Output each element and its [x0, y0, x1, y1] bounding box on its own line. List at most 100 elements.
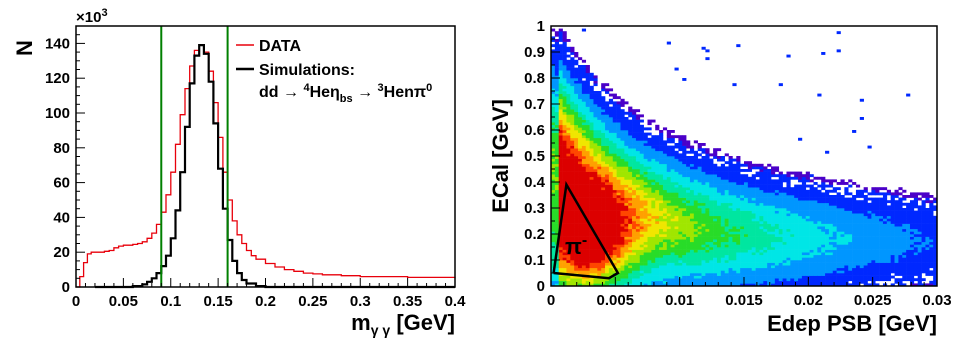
heatmap-cell — [832, 265, 837, 269]
heatmap-cell — [620, 244, 625, 248]
heatmap-cell — [844, 192, 849, 196]
heatmap-cell — [620, 283, 625, 287]
heatmap-cell — [701, 221, 706, 224]
heatmap-cell — [593, 176, 598, 180]
heatmap-cell — [840, 280, 845, 284]
heatmap-cell — [701, 215, 706, 219]
heatmap-cell — [632, 280, 637, 284]
heatmap-cell — [605, 273, 610, 276]
heatmap-cell — [612, 171, 617, 175]
heatmap-cell — [805, 195, 810, 198]
heatmap-cell — [670, 166, 675, 170]
heatmap-cell — [570, 70, 575, 74]
heatmap-cell — [666, 169, 671, 172]
heatmap-cell — [755, 213, 760, 217]
heatmap-cell — [724, 218, 729, 222]
heatmap-cell — [832, 187, 837, 191]
heatmap-cell — [886, 189, 891, 193]
heatmap-cell — [558, 244, 563, 248]
heatmap-cell — [744, 218, 749, 222]
heatmap-cell — [616, 96, 621, 100]
heatmap-cell — [689, 169, 695, 172]
heatmap-cell — [798, 257, 803, 261]
heatmap-cell — [713, 228, 718, 232]
heatmap-cell — [732, 221, 737, 224]
heatmap-cell — [616, 244, 621, 248]
heatmap-cell — [558, 231, 563, 235]
heatmap-cell — [632, 234, 637, 237]
reaction-part: → — [353, 84, 378, 101]
heatmap-cell — [705, 228, 710, 232]
heatmap-cell — [551, 223, 556, 227]
heatmap-cell — [867, 247, 872, 250]
heatmap-cell — [608, 158, 614, 162]
heatmap-cell — [763, 262, 768, 266]
heatmap-cell — [670, 275, 675, 279]
heatmap-cell — [678, 166, 683, 170]
heatmap-cell — [751, 275, 756, 279]
heatmap-cell — [875, 202, 880, 206]
heatmap-cell — [763, 208, 768, 211]
heatmap-cell — [620, 148, 625, 152]
heatmap-cell — [809, 249, 814, 253]
heatmap-cell — [589, 101, 594, 105]
heatmap-cell — [659, 195, 664, 198]
heatmap-cell — [674, 215, 679, 219]
heatmap-cell — [643, 226, 648, 230]
heatmap-cell — [581, 156, 587, 159]
heatmap-cell — [566, 67, 571, 71]
heatmap-cell — [855, 252, 861, 256]
heatmap-cell — [566, 247, 571, 250]
heatmap-cell — [620, 187, 625, 191]
heatmap-cell — [720, 197, 725, 201]
heatmap-cell — [666, 249, 671, 253]
heatmap-cell — [813, 273, 818, 276]
heatmap-cell — [632, 156, 637, 159]
heatmap-cell — [635, 249, 641, 253]
heatmap-cell — [585, 278, 590, 282]
heatmap-cell — [744, 234, 749, 237]
heatmap-cell — [693, 244, 698, 248]
heatmap-cell — [832, 236, 837, 240]
heatmap-cell — [666, 140, 671, 144]
heatmap-cell — [709, 247, 714, 250]
heatmap-cell — [566, 72, 571, 76]
heatmap-cell — [886, 244, 891, 248]
heatmap-cell — [624, 192, 629, 196]
heatmap-cell — [701, 189, 706, 193]
heatmap-cell — [774, 197, 780, 201]
heatmap-cell — [597, 257, 602, 261]
heatmap-cell — [670, 241, 675, 245]
heatmap-cell — [662, 213, 668, 217]
heatmap-cell — [574, 67, 579, 71]
heatmap-cell — [705, 252, 710, 256]
heatmap-cell — [581, 93, 587, 97]
heatmap-cell — [624, 239, 629, 243]
heatmap-cell — [697, 182, 702, 185]
heatmap-cell — [581, 145, 587, 149]
heatmap-cell — [593, 83, 598, 87]
heatmap-cell — [697, 174, 702, 178]
heatmap-cell — [608, 215, 614, 219]
heatmap-cell — [716, 202, 722, 206]
heatmap-cell — [801, 270, 807, 274]
heatmap-cell — [840, 202, 845, 206]
heatmap-cell — [659, 273, 664, 276]
heatmap-cell — [689, 145, 695, 149]
heatmap-cell — [886, 252, 891, 256]
heatmap-cell — [551, 54, 556, 58]
heatmap-cell — [720, 270, 725, 274]
heatmap-cell — [759, 205, 764, 209]
heatmap-cell — [713, 223, 718, 227]
heatmap-cell — [713, 252, 718, 256]
heatmap-cell — [740, 234, 745, 237]
heatmap-cell — [693, 169, 698, 172]
heatmap-cell — [705, 257, 710, 261]
heatmap-cell — [848, 278, 853, 282]
heatmap-cell — [686, 254, 691, 258]
heatmap-cell — [558, 49, 563, 53]
heatmap-cell — [647, 254, 652, 258]
heatmap-cell — [867, 260, 872, 263]
heatmap-cell — [628, 189, 633, 193]
heatmap-cell — [574, 122, 579, 126]
